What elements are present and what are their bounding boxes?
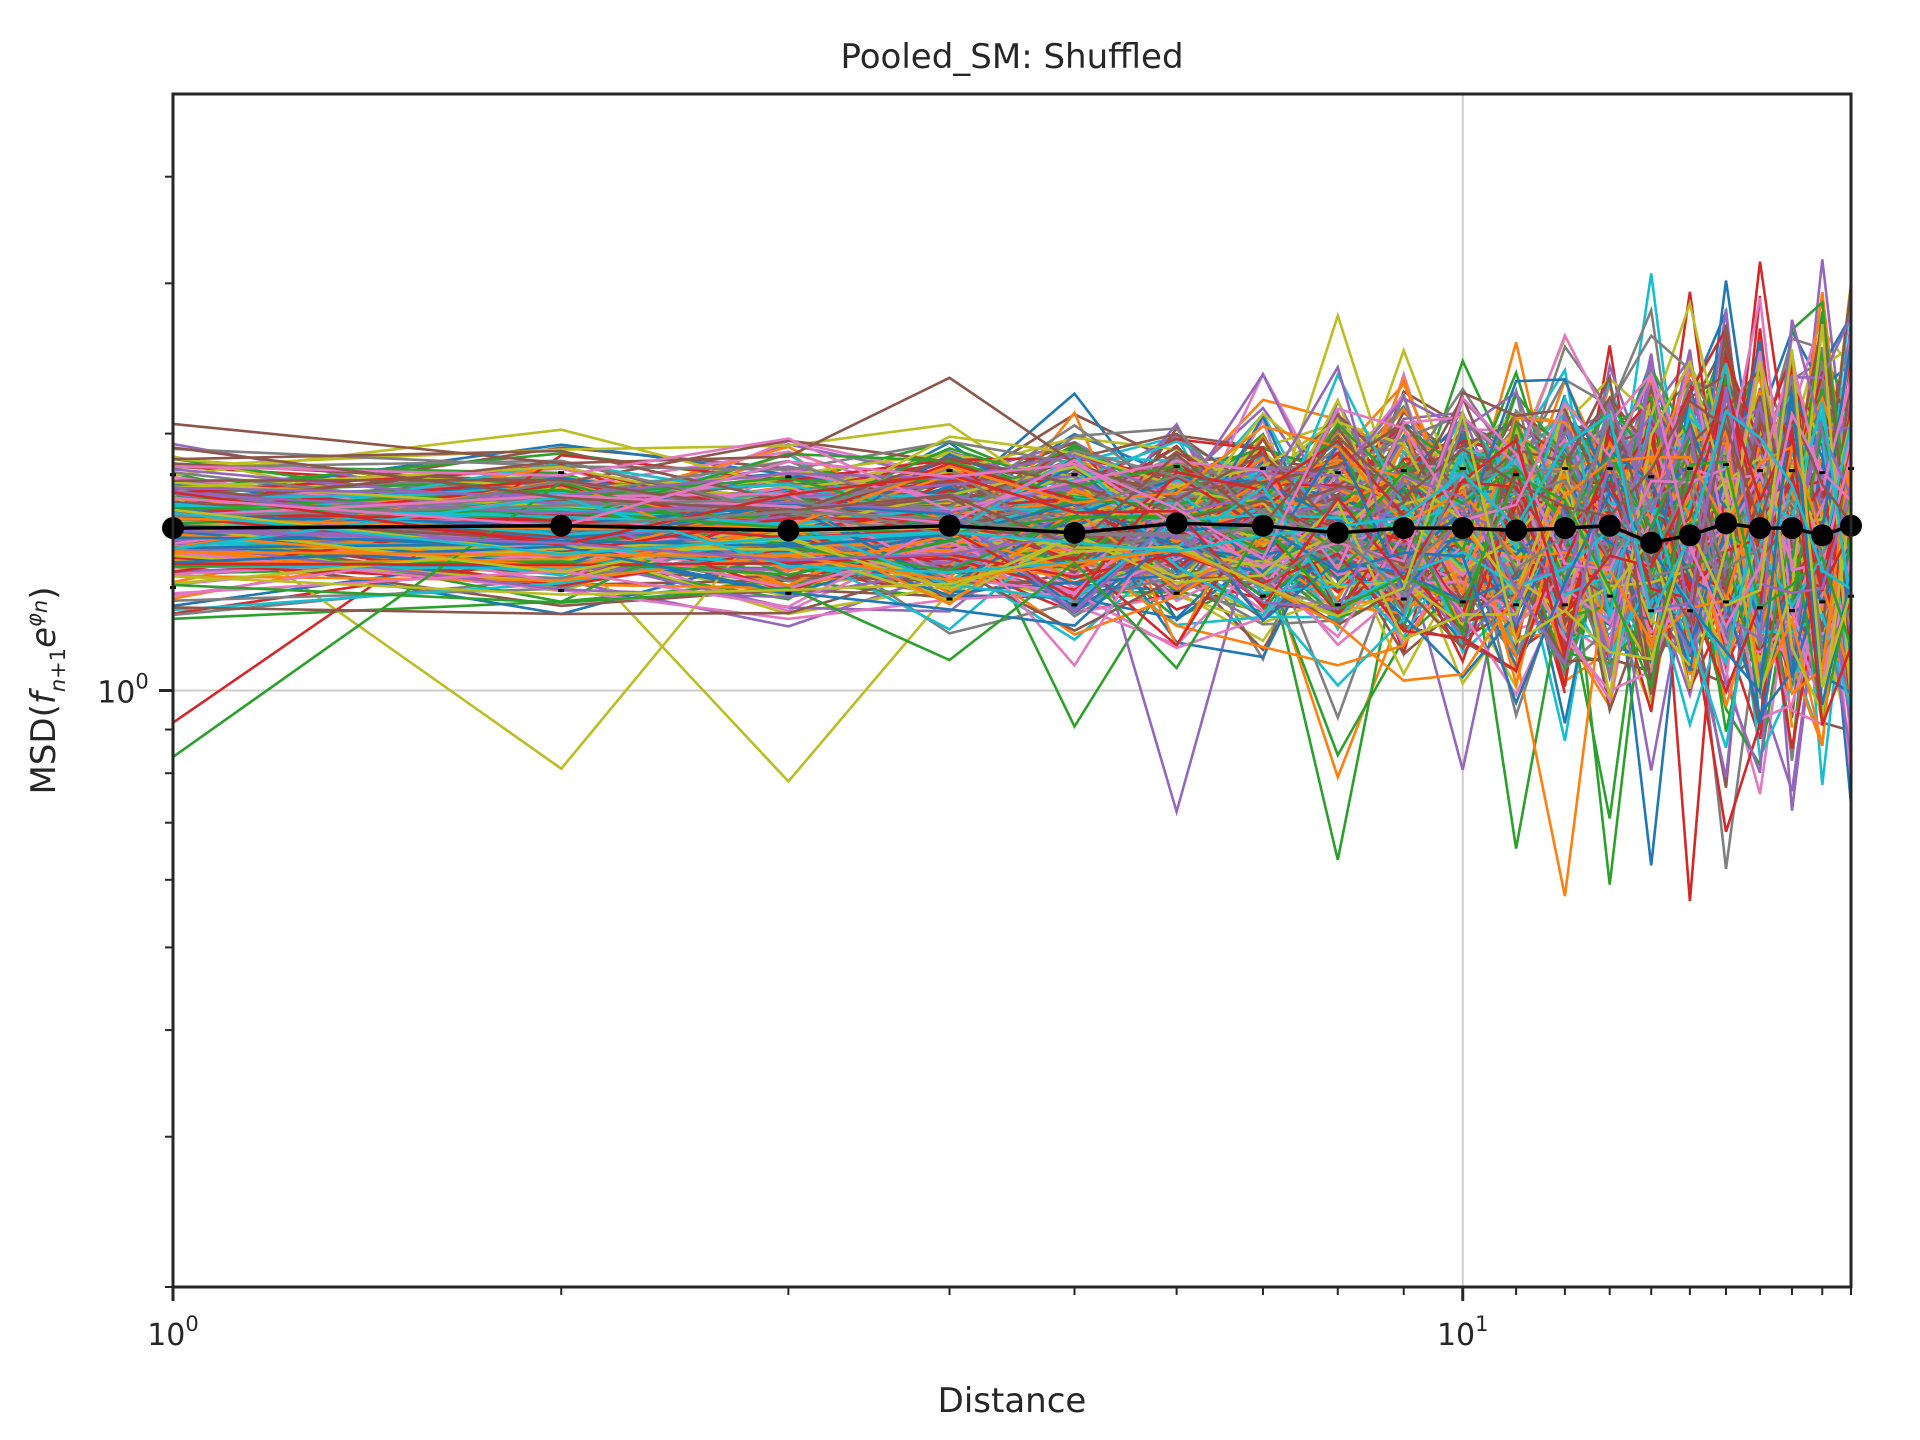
mean-point: [938, 514, 961, 537]
y-tick-label: 100: [97, 670, 149, 711]
series-line: [172, 398, 1853, 549]
mean-point: [1451, 517, 1474, 540]
background-series: [172, 259, 1853, 902]
series-line: [172, 409, 1852, 620]
mean-point: [1748, 517, 1771, 540]
mean-point: [1063, 521, 1086, 544]
mean-point: [1326, 521, 1349, 544]
x-tick-label: 101: [1437, 1312, 1489, 1353]
x-tick-label: 100: [147, 1312, 199, 1353]
mean-point: [1715, 512, 1738, 535]
series-line: [172, 321, 1853, 596]
series-line: [172, 405, 1852, 638]
series-line: [172, 371, 1853, 633]
mean-point: [1780, 517, 1803, 540]
y-axis-label: MSD(fn+1eφn): [22, 587, 70, 795]
mean-point: [1678, 524, 1701, 547]
series-line: [172, 297, 1853, 572]
series-line: [172, 433, 1853, 696]
mean-point: [1811, 524, 1834, 547]
series-line: [172, 366, 1653, 618]
mean-point: [1392, 517, 1415, 540]
mean-series: [162, 512, 1862, 554]
chart-title: Pooled_SM: Shuffled: [840, 37, 1183, 77]
mean-point: [1165, 512, 1188, 535]
x-axis-label: Distance: [938, 1381, 1087, 1421]
series-line: [172, 382, 1853, 726]
mean-point: [550, 514, 573, 537]
series-line: [172, 372, 1852, 630]
series-line: [172, 360, 1853, 718]
series-line: [172, 366, 1794, 688]
series-line: [172, 394, 1853, 707]
mean-point: [777, 519, 800, 542]
mean-point: [1505, 519, 1528, 542]
series-line: [172, 424, 1852, 623]
series-line: [172, 386, 1853, 668]
axis-ticks: 100 101 100: [97, 175, 1852, 1353]
mean-point: [1598, 514, 1621, 537]
mean-point: [1553, 517, 1576, 540]
mean-point: [1640, 531, 1663, 554]
mean-point: [1251, 514, 1274, 537]
